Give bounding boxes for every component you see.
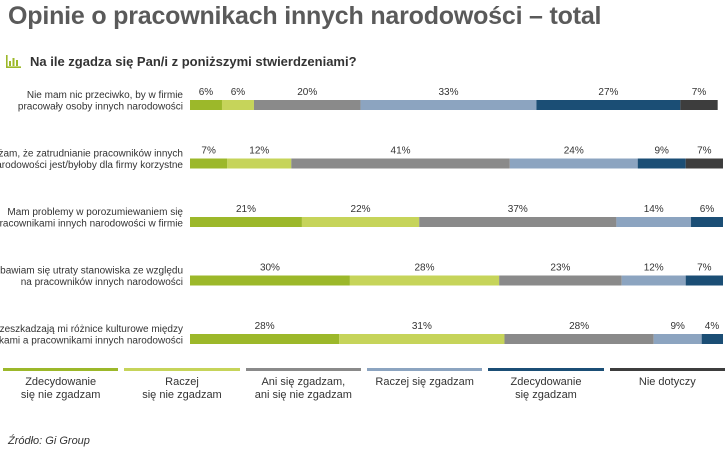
category-label-line: narodowości jest/byłoby dla firmy korzys… [0, 160, 183, 171]
bar-segment [616, 217, 692, 227]
value-label: 28% [255, 321, 275, 332]
bar-segment [227, 158, 292, 169]
value-label: 7% [692, 87, 707, 98]
value-label: 28% [569, 321, 589, 332]
bar-segment [701, 334, 723, 344]
legend-swatch [124, 368, 240, 371]
legend-label: Raczej się zgadzam [375, 376, 474, 388]
value-label: 12% [249, 146, 269, 157]
category-label-line: Nie mam nic przeciwko, by w firmie [27, 90, 184, 101]
value-label: 37% [508, 204, 528, 215]
bar-chart-icon [6, 54, 21, 68]
category-label-line: Mam problemy w porozumiewaniem się [7, 207, 183, 218]
bar-segment [190, 275, 350, 286]
bar-segment [190, 100, 222, 110]
legend-label: Zdecydowanie się nie zgadzam [20, 376, 101, 401]
value-label: 6% [199, 87, 214, 98]
bar-segment [680, 100, 718, 110]
category-label-line: na pracowników innych narodowości [21, 277, 183, 288]
value-label: 28% [415, 263, 435, 274]
value-label: 24% [564, 146, 584, 157]
legend-item: Raczej się zgadzam [366, 368, 483, 408]
value-label: 4% [705, 321, 720, 332]
value-label: 7% [201, 146, 216, 157]
value-label: 21% [236, 204, 256, 215]
legend-swatch [488, 368, 604, 371]
category-label-line: Polakami a pracownikami innych narodowoś… [0, 336, 183, 347]
legend-item: Nie dotyczy [609, 368, 725, 408]
value-label: 6% [231, 87, 246, 98]
value-label: 9% [654, 146, 669, 157]
category-label-line: Obawiam się utraty stanowiska ze względu [0, 266, 183, 277]
bar-segment [190, 217, 302, 227]
chart-title: Opinie o pracownikach innych narodowości… [8, 2, 602, 30]
bar-segment [339, 334, 505, 344]
bar-segment [190, 158, 228, 169]
legend-swatch [609, 368, 725, 371]
value-label: 12% [644, 263, 664, 274]
value-label: 9% [670, 321, 685, 332]
value-label: 7% [697, 263, 712, 274]
category-label-line: Uważam, że zatrudnianie pracowników inny… [0, 149, 183, 160]
legend: Zdecydowanie się nie zgadzam Raczej się n… [0, 368, 728, 408]
bar-segment [301, 217, 420, 227]
value-label: 7% [697, 146, 712, 157]
legend-label: Raczej się nie zgadzam [142, 376, 222, 401]
category-label-line: pracowały osoby innych narodowości [18, 102, 183, 113]
value-label: 41% [391, 146, 411, 157]
bar-segment [536, 100, 681, 110]
bar-segment [621, 275, 686, 286]
value-label: 20% [297, 87, 317, 98]
value-label: 33% [438, 87, 458, 98]
bar-segment [499, 275, 622, 286]
legend-label: Ani się zgadzam, ani się nie zgadzam [254, 376, 352, 401]
source-note: Źródło: Gi Group [8, 435, 90, 447]
category-label-line: Przeszkadzają mi różnice kulturowe międz… [0, 324, 183, 335]
bar-segment [637, 158, 686, 169]
legend-item: Zdecydowanie się nie zgadzam [3, 368, 119, 408]
value-label: 14% [644, 204, 664, 215]
bar-segment [291, 158, 510, 169]
bar-segment [691, 217, 723, 227]
value-label: 23% [550, 263, 570, 274]
bar-segment [653, 334, 702, 344]
legend-label: Nie dotyczy [638, 376, 696, 388]
legend-swatch [366, 368, 483, 371]
bar-segment [349, 275, 500, 286]
value-label: 30% [260, 263, 280, 274]
value-label: 31% [412, 321, 432, 332]
category-label: Uważam, że zatrudnianie pracowników inny… [0, 149, 183, 172]
value-label: 22% [351, 204, 371, 215]
category-label: Mam problemy w porozumiewaniem się z prac… [0, 207, 183, 230]
legend-item: Raczej się nie zgadzam [124, 368, 240, 408]
bar-segment [685, 275, 723, 286]
category-label: Obawiam się utraty stanowiska ze względu… [0, 266, 183, 289]
stacked-bar-chart: Nie mam nic przeciwko, by w firmie pracow… [0, 87, 723, 347]
bar-segment [190, 334, 340, 344]
legend-item: Ani się zgadzam, ani się nie zgadzam [245, 368, 361, 408]
category-label-line: z pracownikami innych narodowości w firm… [0, 219, 183, 230]
bar-segment [509, 158, 638, 169]
bar-segment [419, 217, 617, 227]
legend-item: Zdecydowanie się zgadzam [488, 368, 604, 408]
value-label: 27% [598, 87, 618, 98]
bar-segment [221, 100, 254, 110]
subtitle-row: Na ile zgadza się Pan/i z poniższymi stw… [6, 52, 357, 70]
chart-subtitle: Na ile zgadza się Pan/i z poniższymi stw… [30, 53, 357, 69]
legend-label: Zdecydowanie się zgadzam [510, 376, 582, 401]
legend-swatch [245, 368, 361, 371]
category-label: Nie mam nic przeciwko, by w firmie pracow… [18, 90, 184, 113]
bar-segment [360, 100, 537, 110]
bar-segment [504, 334, 654, 344]
bar-segment [253, 100, 361, 110]
bar-segment [685, 158, 723, 169]
legend-swatch [3, 368, 119, 371]
value-label: 6% [700, 204, 715, 215]
category-label: Przeszkadzają mi różnice kulturowe międz… [0, 324, 183, 347]
